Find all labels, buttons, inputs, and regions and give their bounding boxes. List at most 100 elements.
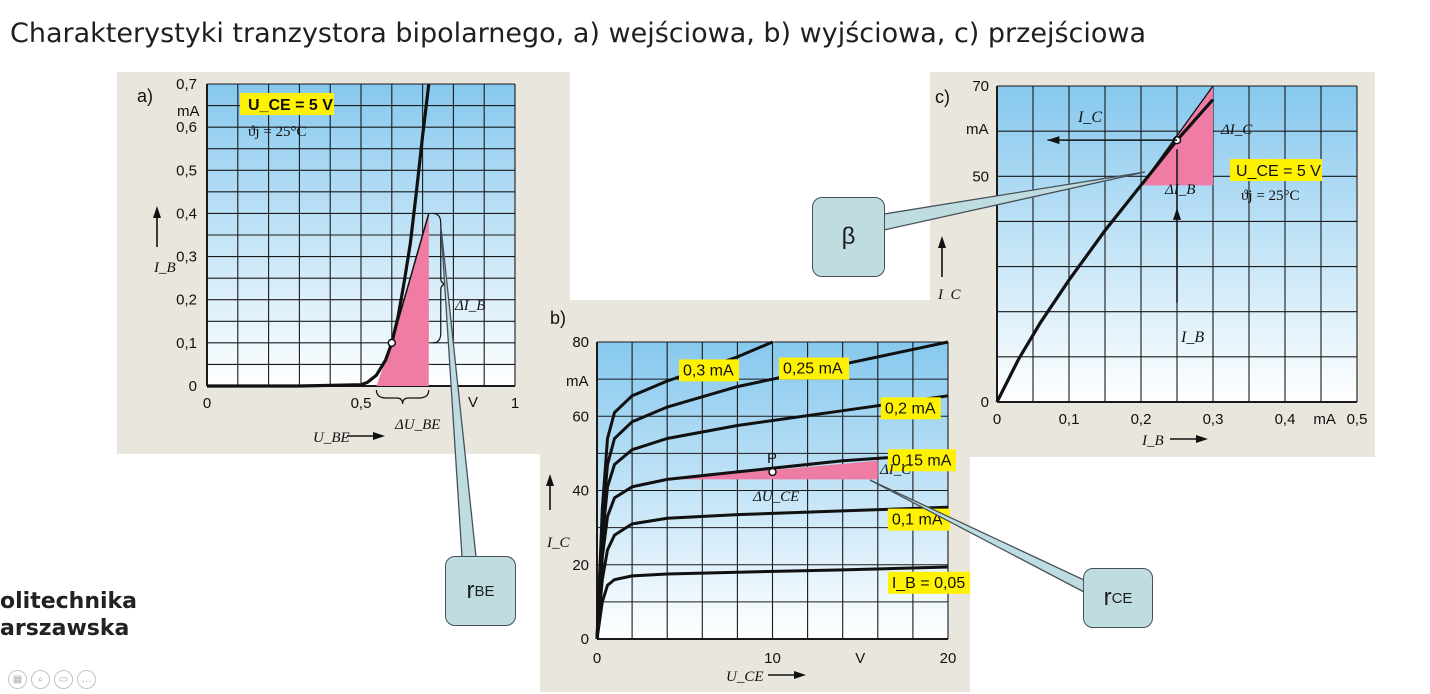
y-axis-label-a: I_B [153,260,176,276]
x-tick-label: mA [1313,411,1336,428]
y-axis-arrowhead [546,474,554,486]
x-tick-label: 0,2 [1131,411,1152,428]
y-axis-label-b: I_C [546,535,570,551]
y-tick-label: 0,1 [176,335,197,352]
x-tick-label: 0 [593,650,601,667]
y-tick-label: 0,2 [176,292,197,309]
x-tick-label: 0 [993,411,1001,428]
x-tick-label: 0,1 [1059,411,1080,428]
x-tick-label: V [855,650,865,667]
ib-arrow-label: I_B [1180,329,1204,346]
point-p-label: P [767,450,777,467]
x-axis-label-c: I_B [1141,433,1164,449]
panel-label-c: c) [935,87,950,107]
logo-line-2: arszawska [0,616,130,641]
operating-point [387,338,397,348]
x-tick-label: 0,4 [1275,411,1296,428]
zoom-icon[interactable]: ⌕ [31,670,50,689]
condition-temp-a: ϑj = 25°C [248,124,307,140]
y-axis-label-c: I_C [937,287,961,303]
callout-rce-text: r [1103,584,1112,611]
series-label: I_B = 0,05 mA [892,575,970,592]
tangent-line [1140,85,1214,186]
callout-rbe-sub: BE [474,582,495,600]
y-tick-label: 70 [972,78,989,95]
y-tick-label: 50 [972,168,989,185]
x-tick-label: 1 [511,395,519,412]
series-label-bg [880,397,941,420]
chart-b-output-characteristic: I_B = 0,05 mA 0,1 mA 0,15 mA 0,2 mA 0,25 mA 0… [540,300,970,692]
y-tick-label: 40 [572,483,589,500]
x-axis-label-a: U_BE [313,430,350,446]
x-tick-label: 10 [764,650,781,667]
ic-arrow-label: I_C [1077,109,1102,126]
transfer-curve [995,98,1215,403]
subtitles-icon[interactable]: ▭ [54,670,73,689]
condition-uce-a: U_CE = 5 V [248,97,333,114]
y-unit-a: mA [177,103,200,120]
x-tick-label: 0,5 [1347,411,1368,428]
series-label-bg [887,449,956,472]
x-axis-arrowhead [794,671,806,679]
x-axis-arrowhead [1196,435,1208,443]
delta-ube-brace [375,389,430,405]
university-logo: olitechnika arszawska [0,588,137,642]
y-unit-c: mA [966,121,989,138]
delta-ib-label: ΔI_B [454,298,485,314]
x-tick-label: 20 [940,650,957,667]
output-curve [595,451,949,640]
callout-beta-text: β [841,223,856,250]
callout-rbe: r BE [445,556,516,626]
y-tick-label: 0,7 [176,76,197,93]
series-label: 0,3 mA [683,362,734,379]
pink-delta-triangle [667,460,878,480]
callout-rce-sub: CE [1111,589,1133,607]
condition-label-bg [240,93,334,115]
x-unit-a: V [468,394,478,411]
y-tick-label: 20 [572,557,589,574]
callout-beta: β [812,197,885,277]
series-label: 0,1 mA [892,512,943,529]
series-label: 0,2 mA [885,400,936,417]
panel-label-a: a) [137,86,153,106]
delta-ib-label-c: ΔI_B [1164,182,1195,198]
output-curve [595,394,949,640]
condition-uce-c: U_CE = 5 V [1236,163,1321,180]
series-label: 0,15 mA [892,452,952,469]
chart-a-input-characteristic: 0 0,1 0,2 0,3 0,4 0,5 0,6 0,7 0 0,5 1 a) mA I_B U_… [117,72,570,454]
more-icon[interactable]: … [77,670,96,689]
tangent-line [391,213,430,344]
y-axis-arrowhead [938,236,946,248]
condition-label-bg [1230,159,1322,181]
x-tick-label: 0,3 [1203,411,1224,428]
chart-c-transfer-characteristic: 0 50 70 0 0,1 0,2 0,3 0,4 mA 0,5 c) mA I_C I_B I_… [930,72,1375,457]
condition-temp-c: ϑj = 25°C [1241,188,1300,204]
y-tick-label: 0,3 [176,249,197,266]
series-label: 0,25 mA [783,361,843,378]
operating-point [768,467,777,477]
output-curve [595,505,949,640]
ib-arrowhead [1173,207,1181,220]
x-axis-label-b: U_CE [726,669,764,685]
callout-rbe-text: r [466,577,475,604]
delta-uce-label: ΔU_CE [752,489,799,505]
y-tick-label: 80 [572,334,589,351]
delta-ic-label-b: ΔI_C [879,462,912,478]
delta-ic-label-c: ΔI_C [1220,122,1253,138]
panel-label-b: b) [550,308,566,328]
output-curve [595,565,949,640]
y-unit-b: mA [566,373,589,390]
y-tick-label: 0,6 [176,119,197,136]
y-tick-label: 60 [572,408,589,425]
y-tick-label: 0 [189,378,197,395]
presentation-toolbar: ▦ ⌕ ▭ … [8,670,96,689]
slides-icon[interactable]: ▦ [8,670,27,689]
callout-rce: r CE [1083,568,1153,628]
logo-line-1: olitechnika [0,589,138,614]
slide-title: Charakterystyki tranzystora bipolarnego,… [10,18,1147,49]
x-tick-label: 0 [203,395,211,412]
y-tick-label: 0 [981,394,989,411]
ic-arrowhead [1047,136,1060,145]
delta-ube-label: ΔU_BE [394,417,440,433]
series-label-bg [678,359,739,382]
